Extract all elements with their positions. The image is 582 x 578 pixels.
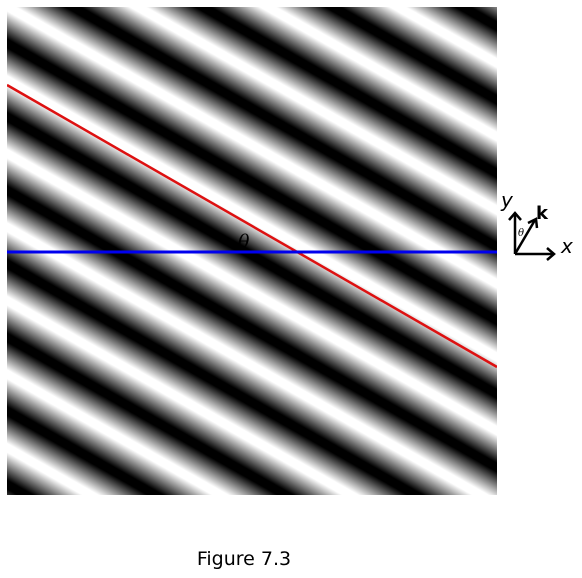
y-axis-label: y — [500, 188, 514, 212]
legend-theta-label: θ — [518, 228, 524, 239]
k-arrowhead-icon — [527, 217, 539, 229]
wavefront-line — [7, 83, 497, 369]
x-arrowhead-icon — [546, 247, 556, 261]
k-vector-arrow — [513, 219, 537, 255]
axes-legend: x y k θ — [500, 188, 573, 261]
k-vector-label: k — [536, 203, 549, 224]
x-axis-label: x — [560, 234, 573, 258]
figure-caption: Figure 7.3 — [196, 548, 292, 570]
theta-angle-label: θ — [238, 231, 250, 253]
y-arrowhead-icon — [508, 211, 522, 221]
